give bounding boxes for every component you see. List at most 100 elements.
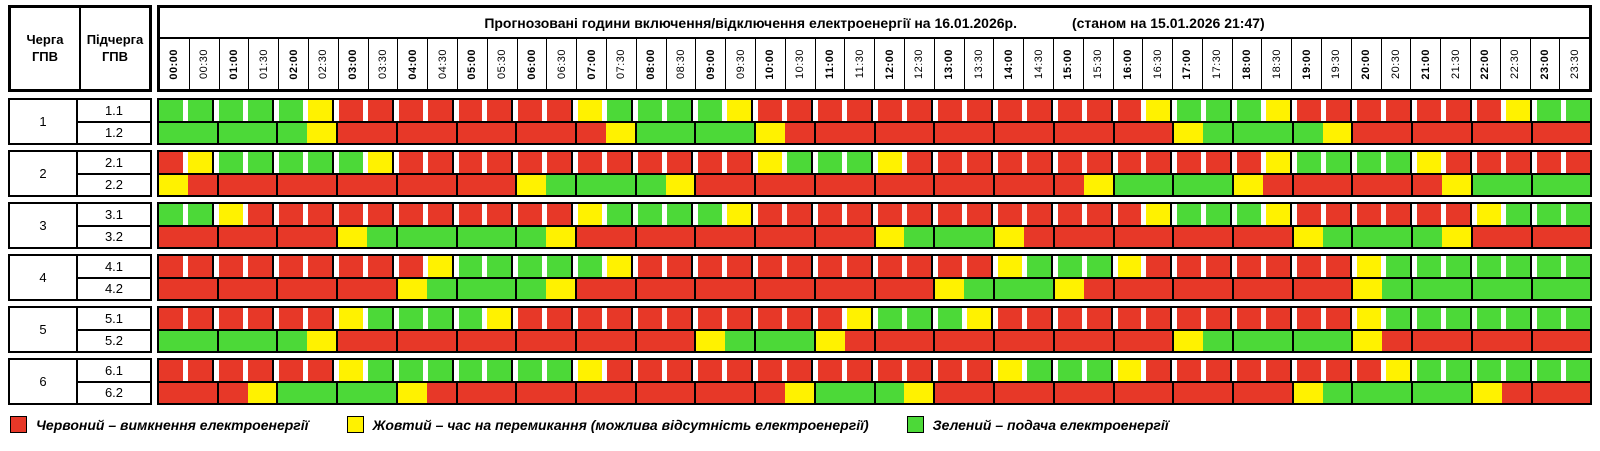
schedule-cell [1237, 308, 1262, 329]
time-label: 17:30 [1203, 39, 1233, 89]
schedule-cell [517, 122, 547, 143]
schedule-cell [1532, 382, 1562, 403]
schedule-cell [1322, 382, 1354, 403]
schedule-cell [159, 382, 188, 403]
schedule-cell [1203, 226, 1234, 247]
subqueue-label: 5.1 [78, 308, 150, 331]
schedule-cell [1505, 360, 1532, 381]
schedule-cell [1174, 174, 1204, 195]
schedule-cell [546, 122, 578, 143]
time-label: 20:00 [1352, 39, 1382, 89]
schedule-cell [1143, 122, 1175, 143]
time-label-text: 17:00 [1181, 48, 1194, 80]
schedule-cell [1413, 330, 1442, 351]
schedule-cell [367, 226, 398, 247]
schedule-cell [247, 256, 274, 277]
schedule-cell [367, 122, 398, 143]
schedule-cell [427, 204, 454, 225]
schedule-cell [1086, 256, 1113, 277]
schedule-cell [605, 330, 637, 351]
time-label: 10:00 [756, 39, 786, 89]
schedule-cell [906, 100, 933, 121]
schedule-cell [1561, 226, 1591, 247]
schedule-cell [278, 152, 303, 173]
time-label-text: 18:30 [1270, 48, 1283, 80]
schedule-cell [758, 256, 783, 277]
schedule-cell [696, 330, 726, 351]
schedule-cell [338, 226, 368, 247]
time-label: 15:30 [1084, 39, 1114, 89]
legend-item: Червоний – вимкнення електроенергії [10, 416, 309, 433]
time-label: 04:30 [428, 39, 458, 89]
schedule-cell [307, 152, 334, 173]
schedule-cell [247, 152, 274, 173]
schedule-cell [518, 100, 543, 121]
schedule-cell [1177, 152, 1202, 173]
schedule-cell [547, 204, 574, 225]
schedule-cell [1382, 226, 1414, 247]
time-label: 04:00 [398, 39, 429, 89]
schedule-cell [338, 330, 368, 351]
schedule-cell [1117, 308, 1142, 329]
schedule-cell [846, 360, 873, 381]
schedule-cell [607, 152, 634, 173]
schedule-cell [218, 256, 243, 277]
schedule-cell [546, 174, 578, 195]
time-label: 13:00 [935, 39, 965, 89]
schedule-cell [367, 152, 394, 173]
time-label-text: 23:00 [1539, 48, 1552, 80]
schedule-cell [877, 308, 902, 329]
time-label: 02:00 [279, 39, 309, 89]
schedule-cell [607, 360, 634, 381]
schedule-cell [964, 382, 996, 403]
schedule-cell [1382, 122, 1414, 143]
time-label: 09:30 [726, 39, 756, 89]
schedule-cell [278, 330, 308, 351]
band-row-labels: 2 2.1 2.2 [8, 150, 152, 197]
time-label-text: 17:30 [1211, 48, 1224, 80]
schedule-cell [1561, 330, 1591, 351]
time-label: 03:00 [339, 39, 369, 89]
schedule-cell [937, 152, 962, 173]
schedule-cell [698, 308, 723, 329]
time-label: 01:00 [220, 39, 250, 89]
schedule-cell [1266, 204, 1293, 225]
schedule-cell [247, 226, 279, 247]
schedule-cell [518, 308, 543, 329]
time-label: 19:00 [1292, 39, 1323, 89]
schedule-cell [1472, 278, 1502, 299]
schedule-cell [1293, 122, 1323, 143]
time-label-text: 03:30 [376, 48, 389, 80]
schedule-cell [577, 174, 606, 195]
schedule-cell [815, 382, 845, 403]
schedule-cell [487, 308, 514, 329]
subqueue-label: 6.1 [78, 360, 150, 383]
schedule-cell [577, 382, 606, 403]
schedule-cell [278, 256, 303, 277]
schedule-cell [937, 256, 962, 277]
schedule-cell [1445, 204, 1472, 225]
schedule-cell [1322, 330, 1354, 351]
schedule-cell [1233, 278, 1263, 299]
schedule-cell [877, 100, 902, 121]
schedule-cell [1536, 360, 1561, 381]
time-label-text: 05:30 [496, 48, 509, 80]
schedule-cell [1386, 152, 1413, 173]
schedule-cell [636, 122, 666, 143]
schedule-cell [787, 308, 813, 329]
schedule-cell [698, 256, 723, 277]
schedule-cell [1536, 100, 1561, 121]
schedule-cell [1117, 204, 1142, 225]
subqueue-column-header: Підчерга ГПВ [86, 32, 144, 64]
schedule-cell [1382, 278, 1414, 299]
schedule-cell [1237, 100, 1262, 121]
schedule-cell [338, 174, 368, 195]
schedule-cell [696, 226, 726, 247]
schedule-cell [1476, 256, 1501, 277]
schedule-cell [756, 330, 786, 351]
schedule-cell [1203, 382, 1234, 403]
time-label-text: 20:30 [1390, 48, 1403, 80]
schedule-cell [1237, 360, 1262, 381]
schedule-cell [187, 308, 214, 329]
schedule-cell [1476, 152, 1501, 173]
